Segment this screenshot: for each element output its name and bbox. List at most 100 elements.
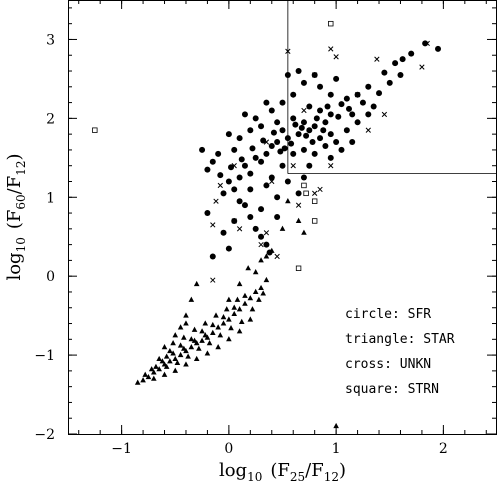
cross-point [419,64,425,70]
circle-point [300,119,307,126]
legend-entry-triangle: triangle: STAR [345,332,455,347]
axis-ticks [68,0,496,435]
x-axis-label-mid: /F [305,460,324,481]
circle-point [290,91,297,98]
legend-entry-square: square: STRN [345,382,439,397]
circle-point [306,127,313,134]
triangle-point [177,342,184,348]
circle-point [300,146,307,153]
x-tick-label: −1 [111,441,132,457]
cross-point [236,226,243,232]
triangle-point [206,340,213,346]
y-tick-label: 1 [46,190,55,206]
circle-point [215,150,222,157]
circle-point [370,103,377,110]
plot-frame [68,0,497,435]
circle-point [300,174,307,181]
square-point [295,265,302,271]
cross-point [424,40,430,47]
circle-point [249,145,256,152]
circle-point [322,142,329,149]
reference-lines [287,0,497,175]
series-strn [92,20,334,271]
triangle-point [148,366,155,372]
triangle-point [217,332,224,338]
triangle-point [249,306,256,312]
triangle-point [258,284,264,291]
circle-point [209,253,216,260]
y-tick-label: 0 [46,269,55,285]
x-tick-label: 1 [332,441,341,457]
legend-entry-circle: circle: SFR [345,307,431,322]
circle-point [381,69,388,76]
triangle-point [204,350,211,356]
x-axis-label: log10 (F25/F12) [219,460,346,484]
circle-point [343,95,350,102]
circle-point [268,142,275,149]
circle-point [284,135,291,142]
triangle-point [199,328,205,334]
cross-point [231,163,237,169]
circle-point [317,107,324,114]
circle-point [338,146,345,153]
circle-point [238,156,245,163]
circle-point [338,101,345,108]
triangle-point [177,324,184,330]
data-points [92,20,442,429]
circle-point [241,202,248,209]
circle-point [324,103,331,110]
circle-point [236,198,243,205]
circle-point [327,131,334,138]
triangle-point [191,337,198,343]
circle-point [274,119,281,126]
circle-point [345,105,352,112]
circle-point [349,139,356,146]
triangle-point [247,316,254,322]
circle-point [313,115,320,122]
circle-point [252,115,259,122]
circle-point [236,135,243,142]
circle-point [295,131,302,138]
triangle-point [185,353,191,359]
cross-point [317,186,323,193]
triangle-point [161,371,168,377]
triangle-point [193,280,200,287]
x-axis-label-open: (F [270,460,290,481]
circle-point [376,90,383,97]
y-axis-label-prefix-sub: 10 [14,237,28,252]
circle-point [241,111,248,118]
circle-point [247,127,254,134]
y-tick-label: 2 [46,111,55,127]
triangle-point [238,318,245,324]
cross-point [328,46,334,52]
cross-point [301,107,307,114]
cross-point [354,92,361,98]
triangle-point [256,296,262,302]
triangle-point [163,353,170,359]
circle-point [199,146,206,153]
triangle-point [209,321,216,328]
triangle-point [268,247,275,253]
circle-point [408,50,415,57]
circle-point [225,131,232,138]
circle-point [295,190,302,197]
triangle-point [226,296,232,302]
circle-point [292,121,299,128]
cross-point [312,190,318,196]
cross-point [210,277,216,283]
series-unkn [210,40,430,283]
circle-point [274,194,281,201]
circle-point [327,111,334,118]
triangle-point [258,257,264,263]
triangle-point [183,312,189,318]
circle-point [231,186,238,193]
triangle-point [159,358,166,364]
y-axis-label-sub1: 60 [14,194,28,209]
circle-point [300,79,307,86]
triangle-point [156,366,162,372]
triangle-point [172,355,179,362]
y-tick-label: −2 [34,427,55,443]
triangle-point [156,355,162,362]
